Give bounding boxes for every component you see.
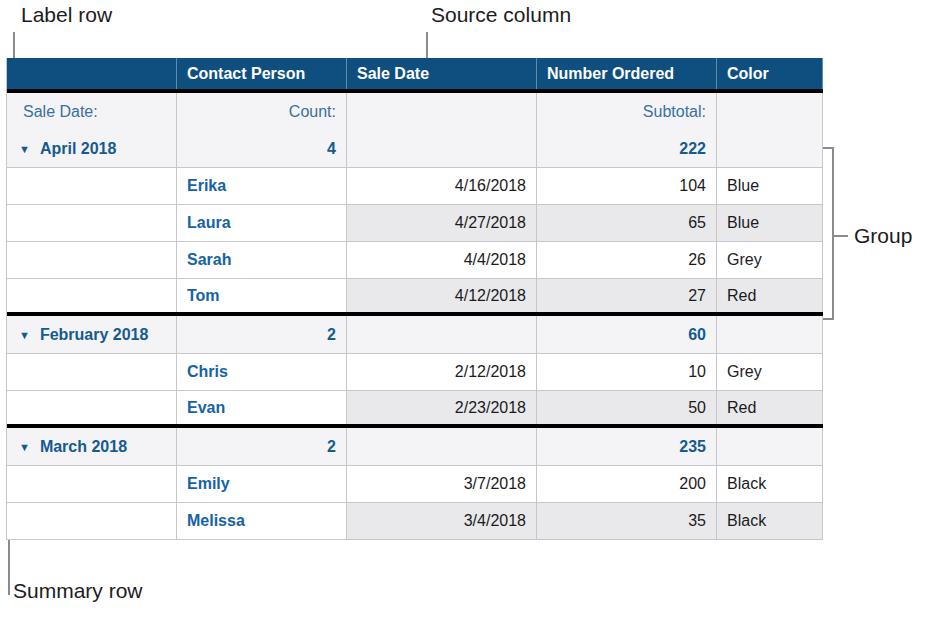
category-cell[interactable]: [7, 242, 177, 278]
table-row-melissa: Melissa 3/4/2018 35 Black: [7, 503, 823, 540]
table-row-erika: Erika 4/16/2018 104 Blue: [7, 168, 823, 205]
label-row-count-label[interactable]: Count:: [177, 93, 347, 130]
color-cell[interactable]: Red: [717, 391, 823, 424]
sale-date-cell[interactable]: 2/23/2018: [347, 391, 537, 424]
number-cell[interactable]: 35: [537, 503, 717, 539]
group-subtotal-cell[interactable]: 222: [537, 130, 717, 167]
group-empty-cell[interactable]: [717, 130, 823, 167]
contact-cell[interactable]: Evan: [177, 391, 347, 424]
summary-row-february-2018: ▼ February 2018 2 60: [7, 316, 823, 354]
column-header-contact-person[interactable]: Contact Person: [177, 58, 347, 89]
number-cell[interactable]: 104: [537, 168, 717, 204]
contact-cell[interactable]: Chris: [177, 354, 347, 390]
contact-cell[interactable]: Erika: [177, 168, 347, 204]
group-empty-cell[interactable]: [347, 316, 537, 353]
color-cell[interactable]: Blue: [717, 205, 823, 241]
category-cell[interactable]: [7, 168, 177, 204]
annotation-label-row: Label row: [21, 2, 112, 28]
callout-bracket-group-tick: [834, 235, 848, 237]
number-cell[interactable]: 65: [537, 205, 717, 241]
annotation-source-column: Source column: [431, 2, 571, 28]
category-cell[interactable]: [7, 466, 177, 502]
color-cell[interactable]: Black: [717, 466, 823, 502]
contact-cell[interactable]: Emily: [177, 466, 347, 502]
number-cell[interactable]: 27: [537, 279, 717, 312]
category-cell[interactable]: [7, 279, 177, 312]
contact-cell[interactable]: Melissa: [177, 503, 347, 539]
group-name: February 2018: [40, 326, 149, 344]
color-cell[interactable]: Red: [717, 279, 823, 312]
table-row-evan: Evan 2/23/2018 50 Red: [7, 391, 823, 428]
color-cell[interactable]: Grey: [717, 242, 823, 278]
contact-cell[interactable]: Laura: [177, 205, 347, 241]
column-header-sale-date[interactable]: Sale Date: [347, 58, 537, 89]
table-row-emily: Emily 3/7/2018 200 Black: [7, 466, 823, 503]
column-header-category[interactable]: [7, 58, 177, 89]
label-row-color-cell[interactable]: [717, 93, 823, 130]
color-cell[interactable]: Blue: [717, 168, 823, 204]
group-empty-cell[interactable]: [717, 316, 823, 353]
header-row: Contact Person Sale Date Number Ordered …: [7, 58, 823, 93]
color-cell[interactable]: Grey: [717, 354, 823, 390]
table-row-laura: Laura 4/27/2018 65 Blue: [7, 205, 823, 242]
sale-date-cell[interactable]: 4/27/2018: [347, 205, 537, 241]
number-cell[interactable]: 26: [537, 242, 717, 278]
sale-date-cell[interactable]: 4/16/2018: [347, 168, 537, 204]
group-name-cell[interactable]: ▼ February 2018: [7, 316, 177, 353]
annotation-summary-row: Summary row: [13, 578, 143, 604]
category-cell[interactable]: [7, 503, 177, 539]
group-subtotal-cell[interactable]: 60: [537, 316, 717, 353]
group-empty-cell[interactable]: [347, 428, 537, 465]
sale-date-cell[interactable]: 4/12/2018: [347, 279, 537, 312]
group-name: April 2018: [40, 140, 116, 158]
group-name: March 2018: [40, 438, 127, 456]
contact-cell[interactable]: Sarah: [177, 242, 347, 278]
group-count-cell[interactable]: 2: [177, 316, 347, 353]
number-cell[interactable]: 50: [537, 391, 717, 424]
label-row-subtotal-label[interactable]: Subtotal:: [537, 93, 717, 130]
group-count-cell[interactable]: 4: [177, 130, 347, 167]
callout-line-source-column: [426, 32, 428, 59]
contact-cell[interactable]: Tom: [177, 279, 347, 312]
annotation-group: Group: [854, 223, 912, 249]
group-empty-cell[interactable]: [717, 428, 823, 465]
sale-date-cell[interactable]: 2/12/2018: [347, 354, 537, 390]
summary-row-march-2018: ▼ March 2018 2 235: [7, 428, 823, 466]
sale-date-cell[interactable]: 3/4/2018: [347, 503, 537, 539]
categorized-table: Contact Person Sale Date Number Ordered …: [6, 58, 823, 540]
category-cell[interactable]: [7, 391, 177, 424]
callout-bracket-group-vertical: [832, 147, 834, 320]
callout-bracket-group-bottom: [822, 318, 834, 320]
table-row-sarah: Sarah 4/4/2018 26 Grey: [7, 242, 823, 279]
summary-row-april-2018: ▼ April 2018 4 222: [7, 130, 823, 168]
label-row: Sale Date: Count: Subtotal:: [7, 93, 823, 130]
number-cell[interactable]: 10: [537, 354, 717, 390]
column-header-color[interactable]: Color: [717, 58, 823, 89]
label-row-category-label[interactable]: Sale Date:: [7, 93, 177, 130]
disclosure-triangle-icon[interactable]: ▼: [19, 144, 30, 155]
group-name-cell[interactable]: ▼ April 2018: [7, 130, 177, 167]
group-subtotal-cell[interactable]: 235: [537, 428, 717, 465]
label-row-sale-date-cell[interactable]: [347, 93, 537, 130]
group-name-cell[interactable]: ▼ March 2018: [7, 428, 177, 465]
column-header-number-ordered[interactable]: Number Ordered: [537, 58, 717, 89]
disclosure-triangle-icon[interactable]: ▼: [19, 330, 30, 341]
sale-date-cell[interactable]: 4/4/2018: [347, 242, 537, 278]
color-cell[interactable]: Black: [717, 503, 823, 539]
group-count-cell[interactable]: 2: [177, 428, 347, 465]
documentation-figure: Label row Source column Group Summary ro…: [0, 0, 945, 622]
group-empty-cell[interactable]: [347, 130, 537, 167]
category-cell[interactable]: [7, 205, 177, 241]
number-cell[interactable]: 200: [537, 466, 717, 502]
disclosure-triangle-icon[interactable]: ▼: [19, 442, 30, 453]
category-cell[interactable]: [7, 354, 177, 390]
sale-date-cell[interactable]: 3/7/2018: [347, 466, 537, 502]
table-row-tom: Tom 4/12/2018 27 Red: [7, 279, 823, 316]
table-row-chris: Chris 2/12/2018 10 Grey: [7, 354, 823, 391]
